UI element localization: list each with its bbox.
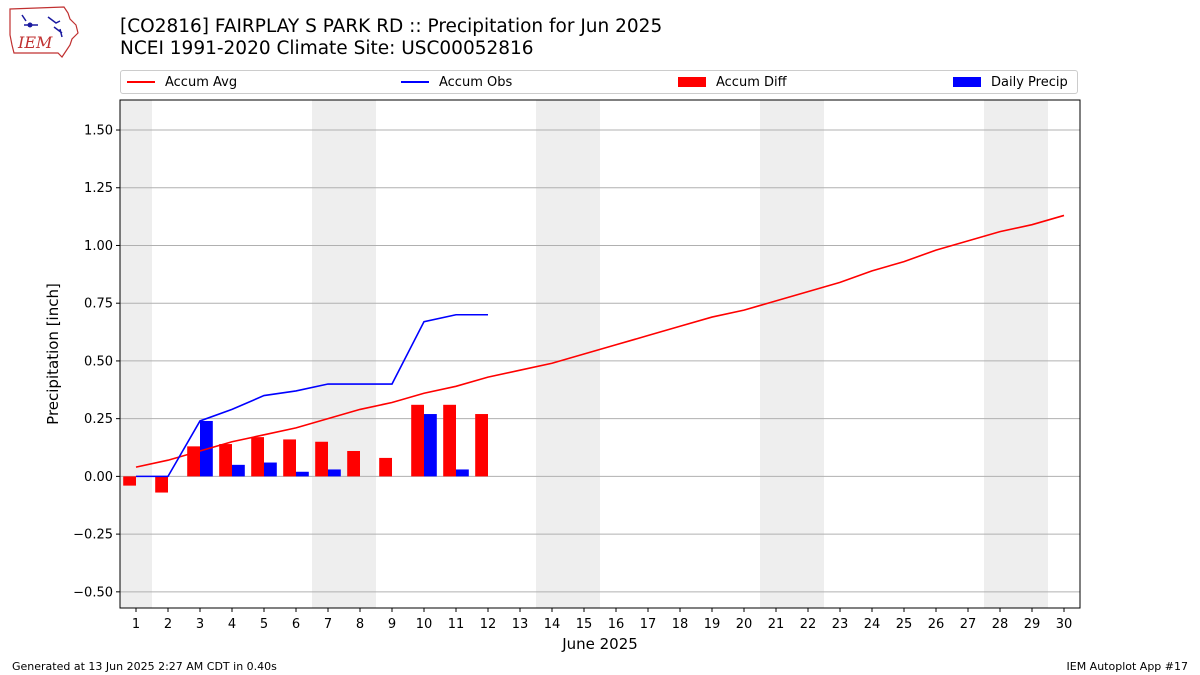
x-tick-label-27: 27: [960, 617, 977, 632]
y-tick-label-6: 1.00: [84, 239, 113, 254]
bar-accum-diff-8: [347, 450, 360, 477]
y-tick-label-0: −0.50: [73, 585, 113, 600]
x-tick-label-29: 29: [1024, 617, 1041, 632]
legend-item-accum-obs: Accum Obs: [401, 71, 512, 93]
y-tick-label-3: 0.25: [84, 412, 113, 427]
bar-accum-diff-1: [123, 476, 136, 486]
y-tick-label-7: 1.25: [84, 181, 113, 196]
weekend-shade-0: [120, 100, 152, 608]
x-tick-label-8: 8: [356, 617, 364, 632]
bar-accum-diff-10: [411, 404, 424, 477]
line-accum-avg: [135, 214, 1065, 468]
x-tick-label-15: 15: [576, 617, 593, 632]
x-tick-label-26: 26: [928, 617, 945, 632]
y-axis-label: Precipitation [inch]: [44, 283, 62, 425]
x-tick-label-17: 17: [640, 617, 657, 632]
iowa-map-icon: IEM: [9, 6, 79, 58]
x-tick-label-9: 9: [388, 617, 396, 632]
x-tick-label-19: 19: [704, 617, 721, 632]
x-tick-label-11: 11: [448, 617, 465, 632]
x-tick-label-7: 7: [324, 617, 332, 632]
bar-accum-diff-2: [155, 476, 168, 493]
x-tick-label-10: 10: [416, 617, 433, 632]
bar-daily-precip-5: [264, 462, 277, 477]
x-tick-label-6: 6: [292, 617, 300, 632]
x-tick-label-23: 23: [832, 617, 849, 632]
bar-accum-diff-6: [283, 439, 296, 477]
y-tick-label-8: 1.50: [84, 124, 113, 139]
bar-accum-diff-11: [443, 404, 456, 477]
legend-item-accum-avg: Accum Avg: [127, 71, 237, 93]
y-tick-label-2: 0.00: [84, 470, 113, 485]
x-tick-label-1: 1: [132, 617, 140, 632]
plot-frame: [119, 99, 1081, 609]
line-accum-obs: [136, 313, 488, 478]
legend-swatch-accum-avg: [127, 81, 155, 83]
y-tick-label-1: −0.25: [73, 528, 113, 543]
chart-legend: Accum Avg Accum Obs Accum Diff Daily Pre…: [120, 70, 1078, 94]
chart-title-block: [CO2816] FAIRPLAY S PARK RD :: Precipita…: [120, 16, 662, 60]
chart-subtitle: NCEI 1991-2020 Climate Site: USC00052816: [120, 38, 534, 59]
x-tick-label-30: 30: [1056, 617, 1073, 632]
weekend-shade-2: [536, 100, 600, 608]
legend-label-accum-avg: Accum Avg: [165, 74, 238, 90]
legend-swatch-accum-diff: [678, 77, 706, 87]
x-tick-label-22: 22: [800, 617, 817, 632]
legend-label-accum-diff: Accum Diff: [716, 74, 787, 90]
legend-item-accum-diff: Accum Diff: [678, 71, 787, 93]
legend-label-accum-obs: Accum Obs: [439, 74, 513, 90]
x-tick-label-4: 4: [228, 617, 236, 632]
x-tick-label-28: 28: [992, 617, 1009, 632]
weekend-shade-1: [312, 100, 376, 608]
legend-item-daily-precip: Daily Precip: [953, 71, 1068, 93]
footer-generated: Generated at 13 Jun 2025 2:27 AM CDT in …: [12, 660, 277, 673]
x-tick-label-24: 24: [864, 617, 881, 632]
x-tick-label-12: 12: [480, 617, 497, 632]
x-tick-label-2: 2: [164, 617, 172, 632]
bar-daily-precip-6: [296, 471, 309, 477]
bar-accum-diff-5: [251, 437, 264, 477]
x-tick-label-25: 25: [896, 617, 913, 632]
footer-app: IEM Autoplot App #17: [1066, 660, 1189, 673]
x-tick-label-20: 20: [736, 617, 753, 632]
y-tick-label-4: 0.50: [84, 354, 113, 369]
bar-accum-diff-7: [315, 441, 328, 477]
bar-daily-precip-7: [328, 469, 341, 477]
x-tick-label-16: 16: [608, 617, 625, 632]
x-tick-label-13: 13: [512, 617, 529, 632]
weekend-shade-4: [984, 100, 1048, 608]
x-axis-label: June 2025: [561, 635, 638, 653]
y-tick-label-5: 0.75: [84, 297, 113, 312]
x-tick-label-14: 14: [544, 617, 561, 632]
chart-title: [CO2816] FAIRPLAY S PARK RD :: Precipita…: [120, 16, 663, 37]
bar-daily-precip-10: [424, 414, 437, 477]
x-tick-label-18: 18: [672, 617, 689, 632]
bar-daily-precip-11: [456, 469, 469, 477]
bar-accum-diff-9: [379, 457, 392, 477]
bar-accum-diff-12: [475, 414, 488, 477]
legend-swatch-daily-precip: [953, 77, 981, 87]
x-tick-label-21: 21: [768, 617, 785, 632]
x-tick-label-3: 3: [196, 617, 204, 632]
x-tick-label-5: 5: [260, 617, 268, 632]
logo-text: IEM: [17, 33, 53, 52]
legend-swatch-accum-obs: [401, 81, 429, 83]
iem-logo: IEM: [8, 5, 80, 59]
weekend-shade-3: [760, 100, 824, 608]
legend-label-daily-precip: Daily Precip: [991, 74, 1068, 90]
bar-daily-precip-4: [232, 464, 245, 477]
bar-accum-diff-4: [219, 444, 232, 477]
